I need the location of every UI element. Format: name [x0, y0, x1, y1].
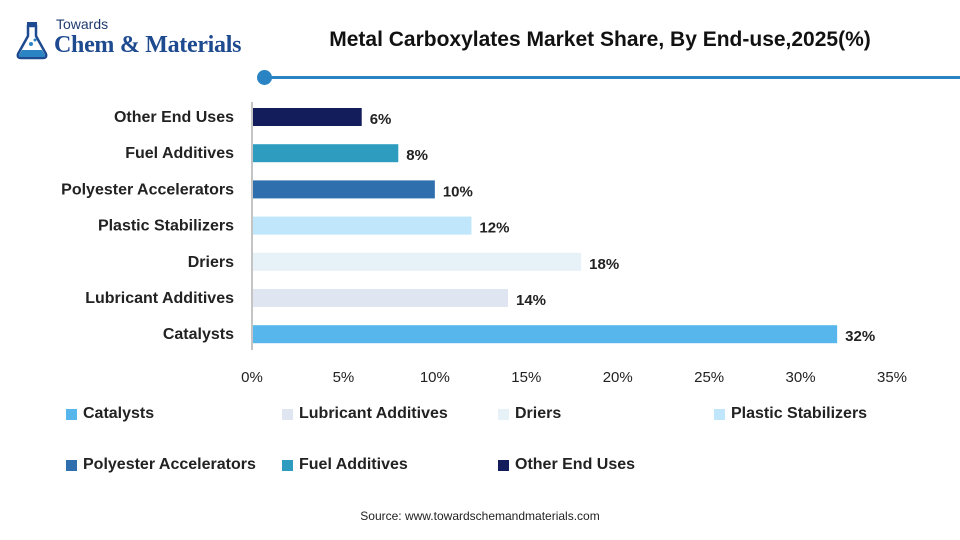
legend-item-2: Driers — [498, 405, 561, 423]
value-label-4: 18% — [589, 256, 619, 273]
title-underline-dot — [257, 70, 272, 85]
flask-icon — [16, 22, 48, 60]
value-label-0: 6% — [370, 111, 392, 128]
category-label-1: Fuel Additives — [125, 145, 234, 162]
bar-0 — [253, 108, 362, 126]
legend-label-6: Other End Uses — [515, 456, 636, 473]
x-tick-label-6: 30% — [786, 369, 816, 386]
value-label-6: 32% — [845, 328, 875, 345]
legend-item-1: Lubricant Additives — [282, 405, 448, 423]
legend-swatch-1 — [282, 408, 293, 420]
x-tick-label-2: 10% — [420, 369, 450, 386]
brand-logo: Towards Chem & Materials — [14, 16, 254, 66]
source-note: Source: www.towardschemandmaterials.com — [360, 509, 600, 523]
bar-2 — [253, 180, 435, 199]
category-label-2: Polyester Accelerators — [61, 181, 234, 198]
legend-label-0: Catalysts — [83, 405, 155, 422]
title-underline — [264, 76, 960, 79]
value-label-5: 14% — [516, 292, 546, 309]
logo-small-text: Towards — [56, 16, 109, 32]
category-label-4: Driers — [188, 254, 234, 271]
value-label-1: 8% — [406, 147, 428, 164]
bar-4 — [253, 252, 582, 271]
x-tick-label-0: 0% — [241, 369, 263, 386]
bar-5 — [253, 289, 508, 307]
logo-main-text: Chem & Materials — [54, 32, 242, 58]
bar-3 — [253, 216, 472, 235]
x-tick-label-5: 25% — [694, 369, 724, 386]
legend-swatch-5 — [282, 459, 293, 471]
legend-label-4: Polyester Accelerators — [83, 456, 256, 473]
category-label-3: Plastic Stabilizers — [98, 218, 234, 235]
category-label-0: Other End Uses — [114, 109, 234, 126]
x-tick-label-1: 5% — [333, 369, 355, 386]
legend-swatch-2 — [498, 408, 509, 420]
legend-label-2: Driers — [515, 405, 562, 422]
legend-swatch-0 — [66, 408, 77, 420]
legend-item-0: Catalysts — [66, 405, 154, 423]
legend-item-4: Polyester Accelerators — [66, 456, 256, 474]
legend-item-6: Other End Uses — [498, 456, 635, 474]
legend-item-3: Plastic Stabilizers — [714, 405, 867, 423]
x-tick-label-7: 35% — [877, 369, 907, 386]
x-tick-label-3: 15% — [511, 369, 541, 386]
bar-6 — [253, 325, 838, 344]
legend-item-5: Fuel Additives — [282, 456, 408, 474]
legend-swatch-6 — [498, 459, 509, 471]
legend-label-5: Fuel Additives — [299, 456, 408, 473]
category-label-5: Lubricant Additives — [85, 290, 234, 307]
bar-1 — [253, 144, 399, 163]
legend-swatch-4 — [66, 459, 77, 471]
legend-swatch-3 — [714, 408, 725, 420]
value-label-3: 12% — [479, 220, 509, 237]
x-tick-label-4: 20% — [603, 369, 633, 386]
legend-label-1: Lubricant Additives — [299, 405, 448, 422]
legend-label-3: Plastic Stabilizers — [731, 405, 868, 422]
bar-chart: Other End Uses 6% Fuel Additives 8% Polyeste… — [61, 102, 907, 386]
value-label-2: 10% — [443, 183, 473, 200]
chart-title: Metal Carboxylates Market Share, By End-… — [329, 28, 871, 51]
category-label-6: Catalysts — [163, 326, 234, 343]
